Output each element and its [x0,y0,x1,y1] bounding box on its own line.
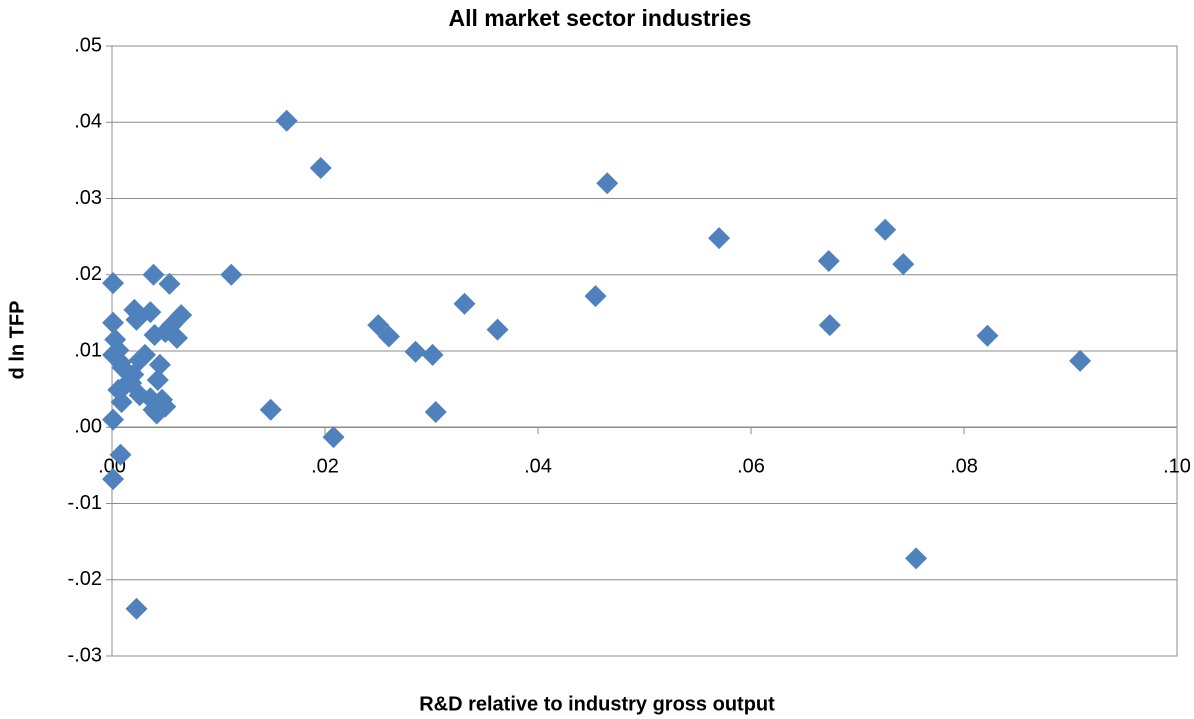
x-tick-label: .10 [1163,456,1191,478]
x-tick-label: .04 [524,456,552,478]
point [110,391,133,414]
y-axis-title: d ln TFP [6,301,28,380]
point [102,311,125,334]
point [874,218,897,241]
point [154,320,177,343]
point [421,343,444,366]
chart-title: All market sector industries [449,5,752,31]
point [148,353,171,376]
x-axis-title: R&D relative to industry gross output [419,693,775,715]
point [102,468,125,491]
y-tick-label: .04 [74,111,102,133]
point [818,314,841,337]
point [976,324,999,347]
y-tick-label: -.01 [68,492,102,514]
y-tick-label: .01 [74,339,102,361]
point [134,343,157,366]
point [309,157,332,179]
point [596,172,619,195]
point [275,109,298,132]
point [139,301,162,324]
y-tick-label: .02 [74,263,102,285]
point [322,426,345,449]
point [102,408,125,431]
point [102,272,125,295]
x-tick-label: .02 [311,456,339,478]
point [120,372,143,395]
x-tick-label: .08 [950,456,978,478]
y-tick-label: -.02 [68,568,102,590]
point [125,597,148,620]
point [142,263,165,286]
point [158,272,181,295]
point [424,401,447,423]
x-tick-label: .06 [737,456,765,478]
point [377,325,400,348]
point [145,402,168,425]
point [404,340,427,363]
y-tick-label: .00 [74,416,102,438]
y-tick-label: -.03 [68,644,102,666]
point [109,443,132,466]
point [905,547,928,570]
point [1069,349,1092,372]
point [892,253,915,276]
point [708,227,731,250]
point [486,318,509,341]
point [817,250,840,273]
point [146,368,169,391]
point [367,314,390,337]
point [259,398,282,421]
point [584,285,607,308]
point [220,263,243,286]
point [453,292,476,315]
y-tick-label: .03 [74,187,102,209]
y-tick-label: .05 [74,34,102,56]
